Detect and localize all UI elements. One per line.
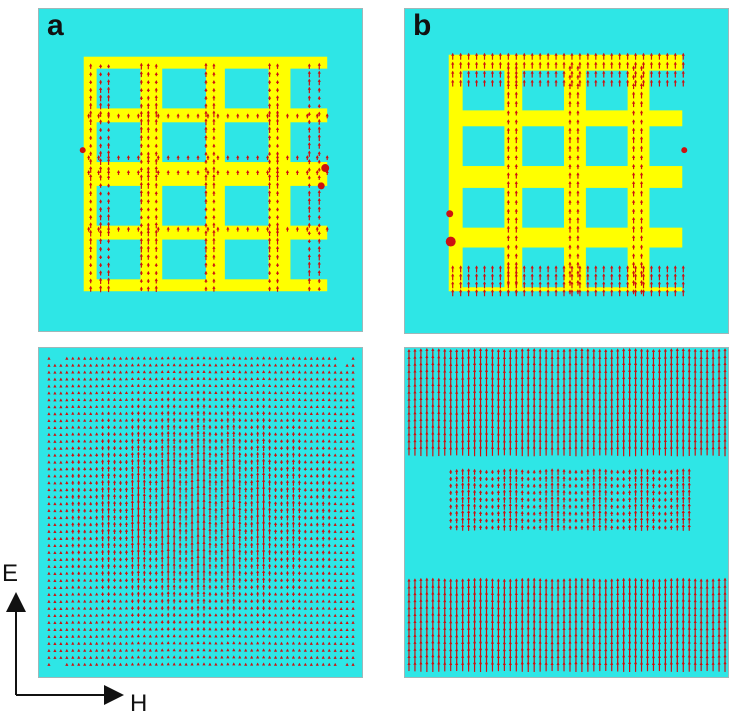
current-node <box>79 147 86 154</box>
panel-a-label: a <box>47 9 64 42</box>
grid-hole <box>649 126 692 167</box>
grid-hole <box>224 68 269 109</box>
panel-a-top-canvas <box>79 56 335 293</box>
grid-hole <box>585 126 628 167</box>
current-node <box>321 164 330 172</box>
grid-hole <box>290 185 335 226</box>
grid-hole <box>462 70 505 111</box>
panel-b-top-canvas <box>445 52 692 297</box>
grid-hole <box>462 126 505 167</box>
h-axis-label: H <box>130 690 148 717</box>
grid-hole <box>290 68 335 109</box>
panel-b-label: b <box>413 9 432 42</box>
panel-b-top: b <box>404 8 729 334</box>
bar-currents-a <box>87 113 329 232</box>
grid-hole <box>522 126 565 167</box>
metal-grid <box>448 54 692 292</box>
column-currents-b <box>506 65 644 295</box>
edge-currents-top <box>451 52 685 87</box>
e-axis-label: E <box>2 560 19 587</box>
grid-hole <box>649 247 692 288</box>
panel-b-bottom-canvas <box>407 348 727 673</box>
grid-hole <box>649 70 692 111</box>
grid-hole <box>462 187 505 228</box>
panel-b-bottom <box>404 347 729 678</box>
grid-hole <box>585 70 628 111</box>
grid-hole <box>649 187 692 228</box>
grid-hole <box>290 239 335 280</box>
grid-hole <box>224 239 269 280</box>
grid-hole <box>96 239 141 280</box>
grid-hole <box>162 239 206 280</box>
current-node <box>445 236 456 247</box>
near-field-a <box>47 356 355 666</box>
grid-hole <box>224 122 269 163</box>
grid-hole <box>522 247 565 288</box>
current-node <box>317 182 325 190</box>
grid-hole <box>162 122 206 163</box>
grid-hole <box>585 187 628 228</box>
grid-hole <box>224 185 269 226</box>
current-node <box>446 210 454 218</box>
panel-a-top: a <box>38 8 363 332</box>
panel-a-bottom-canvas <box>47 356 355 666</box>
grid-hole <box>162 185 206 226</box>
near-field-b <box>407 348 727 673</box>
field-axes-icon <box>5 592 124 705</box>
grid-hole <box>96 68 141 109</box>
grid-hole <box>290 122 335 163</box>
metal-grid <box>83 56 335 292</box>
panel-a-bottom <box>38 347 363 678</box>
grid-hole <box>585 247 628 288</box>
grid-hole <box>522 70 565 111</box>
grid-hole <box>96 185 141 226</box>
grid-hole <box>522 187 565 228</box>
current-node <box>681 147 688 154</box>
grid-hole <box>162 68 206 109</box>
